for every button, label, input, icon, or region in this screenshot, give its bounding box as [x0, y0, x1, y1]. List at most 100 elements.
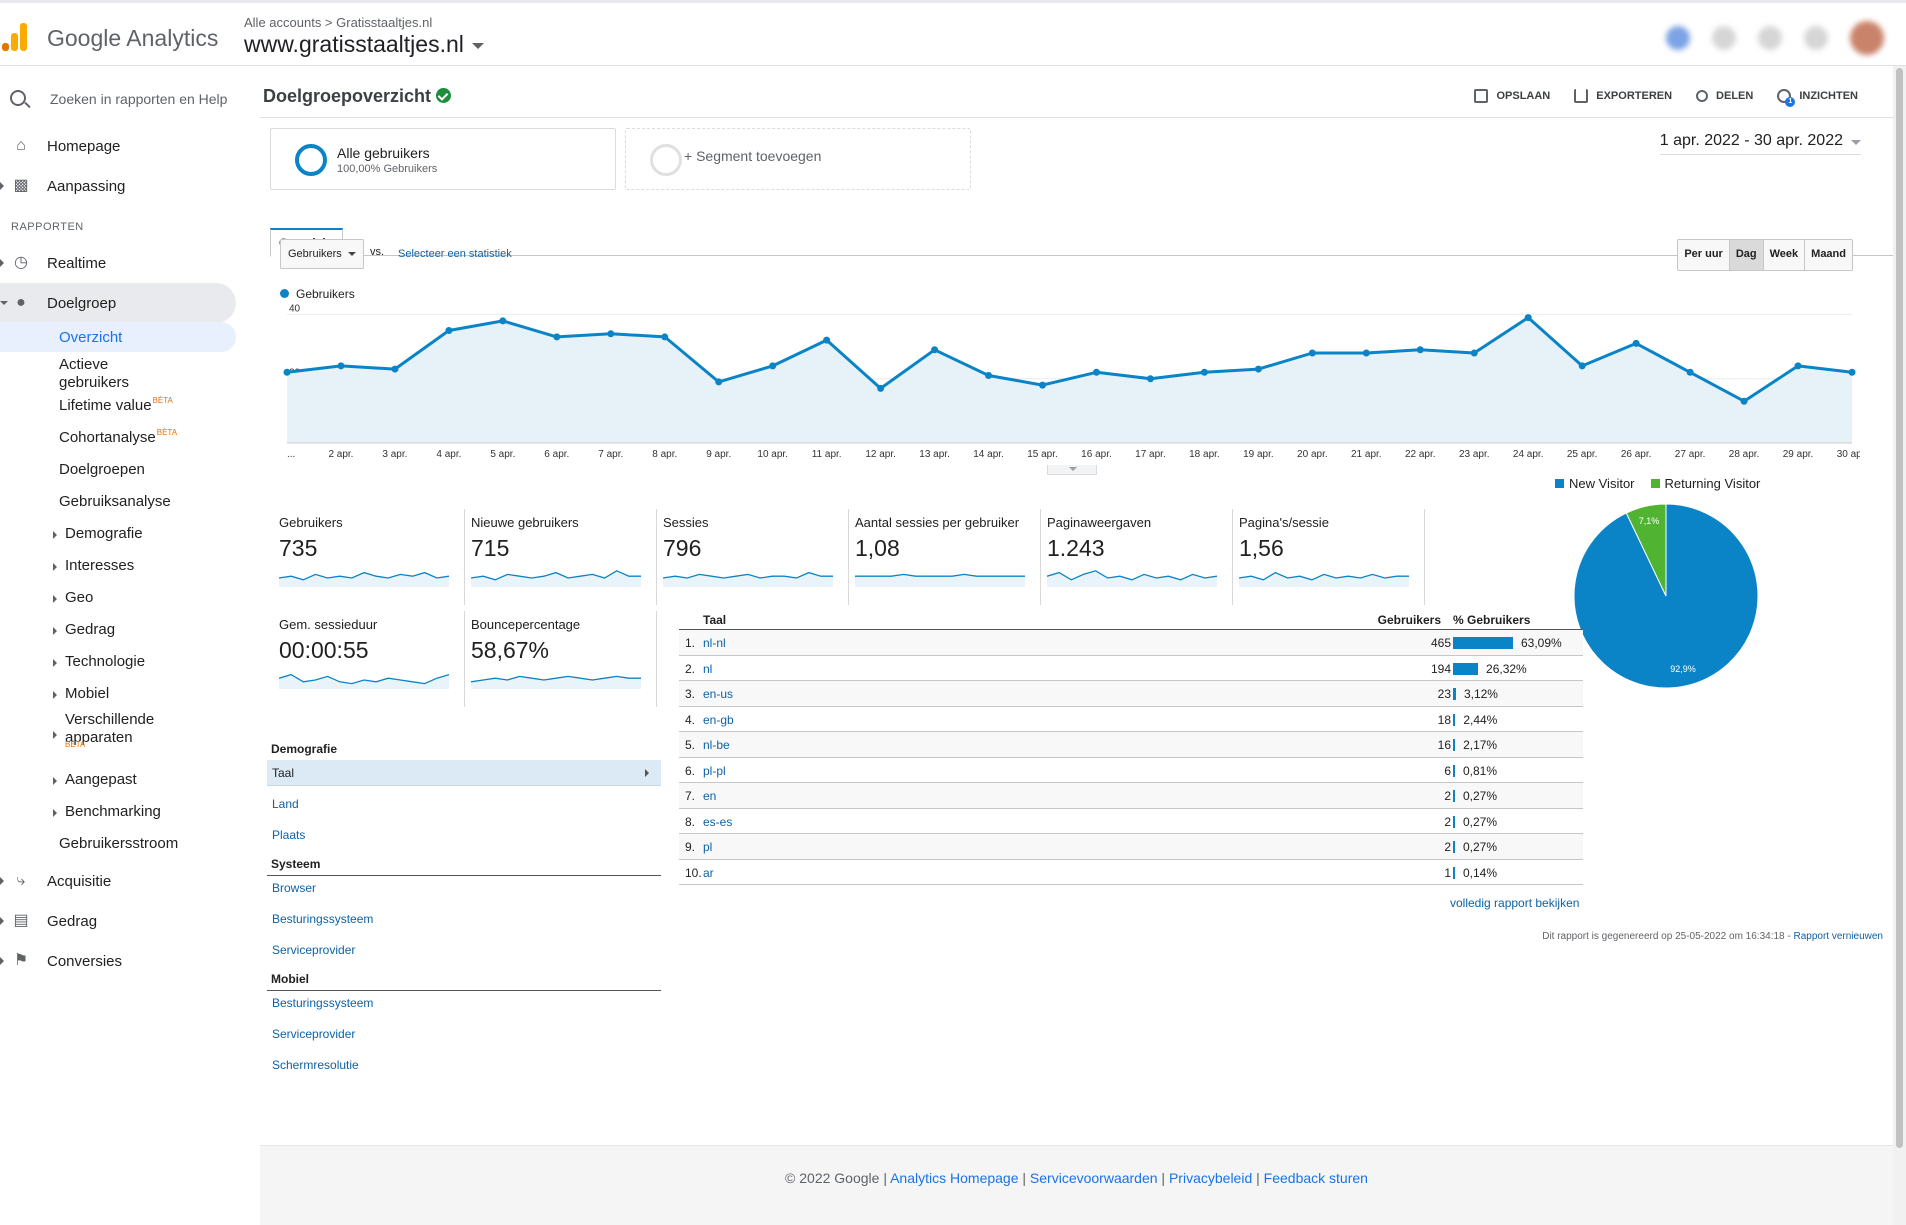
demographics-link[interactable]: Plaats	[272, 828, 306, 842]
language-link[interactable]: pl-pl	[703, 763, 726, 778]
data-point[interactable]	[607, 330, 615, 338]
data-point[interactable]	[1740, 397, 1748, 405]
property-selector[interactable]: www.gratisstaaltjes.nl	[244, 31, 484, 58]
help-icon[interactable]	[1804, 26, 1828, 50]
granularity-month-button[interactable]: Maand	[1804, 240, 1852, 270]
sidebar-item-homepage[interactable]: ⌂ Homepage	[0, 126, 236, 166]
sidebar-item-acquisitie[interactable]: ⤷ Acquisitie	[0, 861, 236, 901]
expand-arrow-icon	[53, 563, 61, 571]
apps-icon[interactable]	[1712, 26, 1736, 50]
data-point[interactable]	[1848, 368, 1856, 376]
sparkline	[855, 573, 1025, 587]
footer-link-analytics-homepage[interactable]: Analytics Homepage	[890, 1170, 1019, 1186]
language-link[interactable]: en-us	[703, 687, 734, 701]
data-point[interactable]	[1308, 349, 1316, 357]
language-link[interactable]: en	[703, 789, 717, 803]
pie-slice-returning[interactable]	[1625, 503, 1667, 597]
data-point[interactable]	[553, 333, 561, 341]
demographics-link[interactable]: Serviceprovider	[272, 943, 356, 957]
demographics-link[interactable]: Besturingssysteem	[272, 996, 374, 1010]
data-point[interactable]	[1794, 362, 1802, 370]
metric-select[interactable]: Gebruikers	[280, 239, 364, 269]
data-point[interactable]	[661, 333, 669, 341]
footer-link-terms[interactable]: Servicevoorwaarden	[1029, 1170, 1158, 1186]
data-point[interactable]	[769, 362, 777, 370]
language-link[interactable]: ar	[703, 865, 714, 880]
data-point[interactable]	[445, 327, 453, 334]
language-link[interactable]: es-es	[703, 814, 733, 829]
full-report-link[interactable]: volledig rapport bekijken	[1450, 896, 1580, 910]
analytics-logo-icon[interactable]	[2, 21, 30, 51]
demographics-link[interactable]: Land	[272, 797, 299, 811]
data-point[interactable]	[1686, 368, 1694, 376]
search-input[interactable]	[50, 86, 240, 112]
sidebar-sub-overzicht[interactable]: Overzicht	[0, 322, 236, 352]
save-button[interactable]: OPSLAAN	[1474, 89, 1550, 103]
data-point[interactable]	[1524, 314, 1532, 322]
insights-button[interactable]: 1 INZICHTEN	[1777, 89, 1858, 107]
share-button[interactable]: DELEN	[1696, 89, 1753, 103]
data-point[interactable]	[391, 365, 399, 373]
search-box[interactable]	[10, 86, 240, 114]
data-point[interactable]	[499, 317, 507, 325]
demographics-link[interactable]: Browser	[272, 881, 317, 895]
granularity-week-button[interactable]: Week	[1762, 240, 1805, 270]
data-point[interactable]	[1254, 365, 1262, 373]
segment-all-users[interactable]: Alle gebruikers 100,00% Gebruikers	[270, 128, 616, 190]
sidebar-sub-actieve-gebruikers[interactable]: Actieve gebruikers	[59, 356, 130, 391]
avatar[interactable]	[1850, 21, 1884, 55]
granularity-hour-button[interactable]: Per uur	[1678, 240, 1729, 270]
data-point[interactable]	[1362, 349, 1370, 357]
language-link[interactable]: nl-be	[703, 738, 730, 752]
x-tick-label: 19 apr.	[1243, 449, 1274, 460]
scrollbar-thumb[interactable]	[1896, 68, 1903, 1148]
x-tick-label: 14 apr.	[973, 449, 1004, 460]
demographics-link[interactable]: Schermresolutie	[272, 1058, 359, 1072]
data-point[interactable]	[1092, 368, 1100, 376]
demographics-link[interactable]: Serviceprovider	[272, 1027, 356, 1041]
pct-bar	[1453, 764, 1455, 777]
footer-link-privacy[interactable]: Privacybeleid	[1168, 1170, 1253, 1186]
data-point[interactable]	[1632, 339, 1640, 347]
language-link[interactable]: nl	[703, 661, 713, 676]
sidebar-item-realtime[interactable]: ◷ Realtime	[0, 243, 236, 283]
granularity-day-button[interactable]: Dag	[1728, 240, 1763, 270]
pct-bar	[1453, 637, 1513, 649]
language-link[interactable]: pl	[703, 840, 713, 854]
export-button[interactable]: EXPORTEREN	[1574, 89, 1672, 103]
table-row: 1. nl-nl 465 63,09%	[679, 630, 1583, 656]
data-point[interactable]	[985, 372, 993, 379]
sidebar-sub-verschillende-apparaten[interactable]: Verschillende apparaten BÈTA	[0, 711, 236, 753]
footer-link-feedback[interactable]: Feedback sturen	[1263, 1170, 1368, 1186]
data-point[interactable]	[715, 378, 723, 386]
data-point[interactable]	[283, 368, 291, 376]
demographics-link[interactable]: Besturingssysteem	[272, 912, 374, 926]
language-link[interactable]: en-gb	[703, 712, 734, 727]
data-point[interactable]	[1470, 349, 1478, 357]
date-range-picker[interactable]: 1 apr. 2022 - 30 apr. 2022	[1659, 132, 1862, 155]
data-point[interactable]	[877, 384, 885, 392]
select-statistic-link[interactable]: Selecteer een statistiek	[398, 248, 512, 260]
data-point[interactable]	[1146, 375, 1154, 383]
data-point[interactable]	[1416, 346, 1424, 354]
data-point[interactable]	[931, 346, 939, 354]
sidebar-item-doelgroep[interactable]: ● Doelgroep	[0, 283, 236, 323]
data-point[interactable]	[1578, 362, 1586, 370]
data-point[interactable]	[1200, 368, 1208, 376]
data-point[interactable]	[337, 362, 345, 370]
settings-icon[interactable]	[1758, 26, 1782, 50]
sidebar-item-gedrag[interactable]: ▤ Gedrag	[0, 901, 236, 941]
account-breadcrumb[interactable]: Alle accounts > Gratisstaaltjes.nl	[244, 15, 433, 30]
refresh-report-link[interactable]: Rapport vernieuwen	[1793, 931, 1884, 942]
chart-resize-handle[interactable]	[1047, 465, 1097, 475]
data-point[interactable]	[1039, 381, 1047, 389]
language-link[interactable]: nl-nl	[703, 636, 726, 650]
add-segment-button[interactable]: + Segment toevoegen	[625, 128, 971, 190]
notifications-icon[interactable]	[1666, 26, 1690, 50]
sidebar-item-conversies[interactable]: ⚑ Conversies	[0, 941, 236, 981]
table-row: 3. en-us 23 3,12%	[679, 681, 1583, 707]
sidebar-item-aanpassing[interactable]: ▩ Aanpassing	[0, 166, 236, 206]
demographics-link[interactable]: Taal	[267, 760, 661, 786]
data-point[interactable]	[823, 336, 831, 344]
vertical-scrollbar[interactable]	[1893, 66, 1906, 1225]
